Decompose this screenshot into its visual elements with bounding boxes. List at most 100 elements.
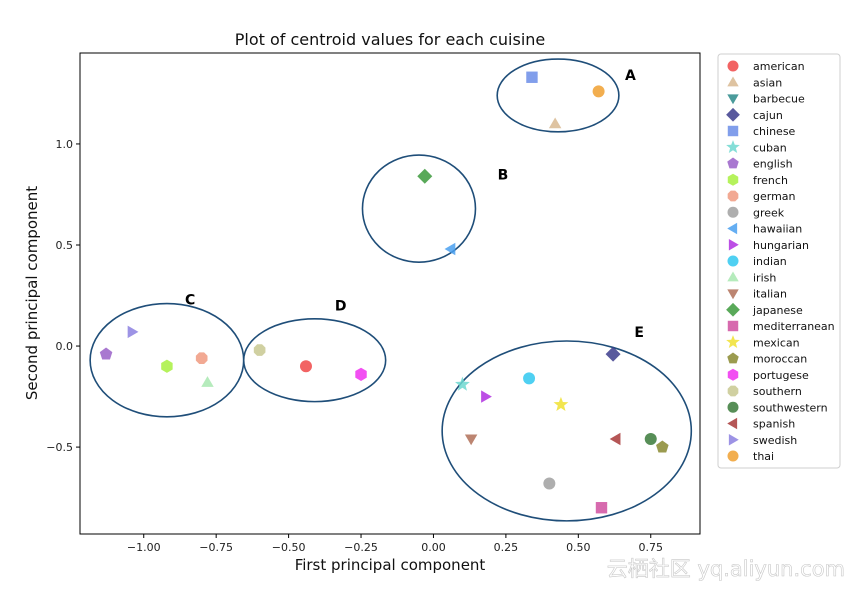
legend-label-hungarian: hungarian	[753, 239, 809, 252]
legend-marker-chinese	[727, 125, 739, 137]
plot-area-frame	[79, 52, 701, 535]
point-hawaiian	[444, 242, 456, 256]
x-tick-label: 0.75	[638, 541, 663, 554]
point-japanese	[417, 168, 433, 184]
point-swedish	[127, 325, 139, 339]
legend-label-american: american	[753, 60, 805, 73]
point-moroccan	[656, 440, 669, 453]
x-tick-label: 0.00	[421, 541, 446, 554]
legend-marker-barbecue	[727, 94, 739, 105]
legend-marker-japanese	[726, 302, 740, 317]
legend-label-chinese: chinese	[753, 125, 796, 138]
point-cuban	[455, 376, 470, 391]
y-axis-label: Second principal component	[23, 186, 41, 400]
x-tick-label: 0.50	[566, 541, 591, 554]
x-tick-label: 0.25	[494, 541, 519, 554]
legend-label-english: english	[753, 158, 793, 171]
legend-label-barbecue: barbecue	[753, 93, 805, 106]
cluster-ellipse-e	[441, 340, 693, 522]
point-cajun	[605, 346, 621, 362]
legend-marker-english	[727, 157, 739, 169]
x-tick-label: −0.50	[272, 541, 306, 554]
y-tick-label: 0.5	[56, 239, 74, 252]
legend-label-cajun: cajun	[753, 109, 783, 122]
legend-label-swedish: swedish	[753, 434, 797, 447]
x-tick-label: −1.00	[127, 541, 161, 554]
point-hungarian	[481, 390, 492, 403]
cluster-label-e: E	[634, 325, 644, 341]
cluster-annotations: A B C D E	[89, 58, 693, 522]
legend-label-thai: thai	[753, 450, 774, 463]
y-tick-label: −0.5	[46, 441, 73, 454]
point-southern	[253, 344, 266, 356]
cluster-label-c: C	[185, 293, 195, 309]
point-french	[161, 359, 173, 373]
legend-marker-thai	[727, 450, 739, 462]
point-indian	[523, 372, 536, 385]
point-irish	[201, 376, 214, 387]
legend-marker-mediterranean	[727, 320, 739, 332]
watermark-text: 云栖社区 yq.aliyun.com	[607, 557, 845, 581]
legend-label-japanese: japanese	[752, 304, 803, 317]
legend-marker-american	[727, 60, 739, 72]
chart-title: Plot of centroid values for each cuisine	[235, 30, 546, 49]
legend-label-irish: irish	[753, 271, 776, 284]
legend-marker-asian	[727, 76, 739, 87]
point-italian	[464, 434, 478, 446]
point-spanish	[609, 432, 621, 446]
legend-label-spanish: spanish	[753, 418, 795, 431]
legend-label-portugese: portugese	[753, 369, 809, 382]
legend-label-southwestern: southwestern	[753, 401, 828, 414]
legend-marker-portugese	[727, 368, 739, 381]
point-portugese	[355, 367, 367, 381]
x-tick-label: −0.25	[344, 541, 378, 554]
cluster-label-a: A	[625, 68, 636, 84]
legend-label-mediterranean: mediterranean	[753, 320, 835, 333]
legend-frame	[717, 53, 841, 469]
cluster-label-d: D	[335, 299, 347, 315]
legend: american asian barbecue cajun chinese cuban en…	[726, 60, 835, 463]
legend-label-hawaiian: hawaiian	[753, 223, 802, 236]
legend-label-moroccan: moroccan	[753, 353, 807, 366]
legend-label-mexican: mexican	[753, 336, 800, 349]
point-mexican	[553, 396, 569, 411]
legend-label-french: french	[753, 174, 788, 187]
x-axis-ticks: −1.00 −0.75 −0.50 −0.25 0.00 0.25 0.50 0.75	[127, 534, 663, 554]
point-american	[299, 360, 312, 373]
point-asian	[548, 117, 562, 129]
point-german	[195, 352, 208, 364]
data-points	[99, 71, 669, 514]
legend-label-greek: greek	[753, 206, 785, 219]
cluster-ellipse-d	[242, 317, 387, 403]
point-english	[99, 347, 113, 360]
y-tick-label: 0.0	[56, 340, 74, 353]
legend-marker-italian	[727, 289, 739, 300]
legend-label-german: german	[753, 190, 796, 203]
x-tick-label: −0.75	[199, 541, 233, 554]
legend-marker-cajun	[726, 107, 740, 122]
cluster-ellipse-a	[496, 58, 620, 133]
legend-label-southern: southern	[753, 385, 802, 398]
legend-marker-hawaiian	[727, 222, 738, 235]
point-greek	[543, 477, 556, 490]
legend-label-indian: indian	[753, 255, 787, 268]
legend-marker-southwestern	[727, 401, 739, 413]
legend-marker-southern	[727, 385, 739, 397]
x-axis-label: First principal component	[295, 556, 486, 574]
legend-marker-spanish	[727, 417, 738, 430]
point-chinese	[526, 71, 538, 83]
legend-marker-german	[727, 190, 739, 202]
legend-marker-indian	[727, 255, 739, 267]
legend-label-asian: asian	[753, 76, 782, 89]
legend-marker-irish	[727, 271, 739, 282]
legend-marker-french	[727, 173, 739, 186]
legend-label-cuban: cuban	[753, 141, 787, 154]
cluster-ellipse-b	[361, 154, 477, 263]
point-southwestern	[644, 433, 657, 446]
legend-label-italian: italian	[753, 288, 787, 301]
legend-marker-hungarian	[728, 239, 739, 251]
cluster-label-b: B	[498, 167, 509, 183]
legend-marker-swedish	[728, 434, 739, 446]
point-mediterranean	[595, 502, 608, 514]
legend-marker-cuban	[726, 140, 740, 154]
